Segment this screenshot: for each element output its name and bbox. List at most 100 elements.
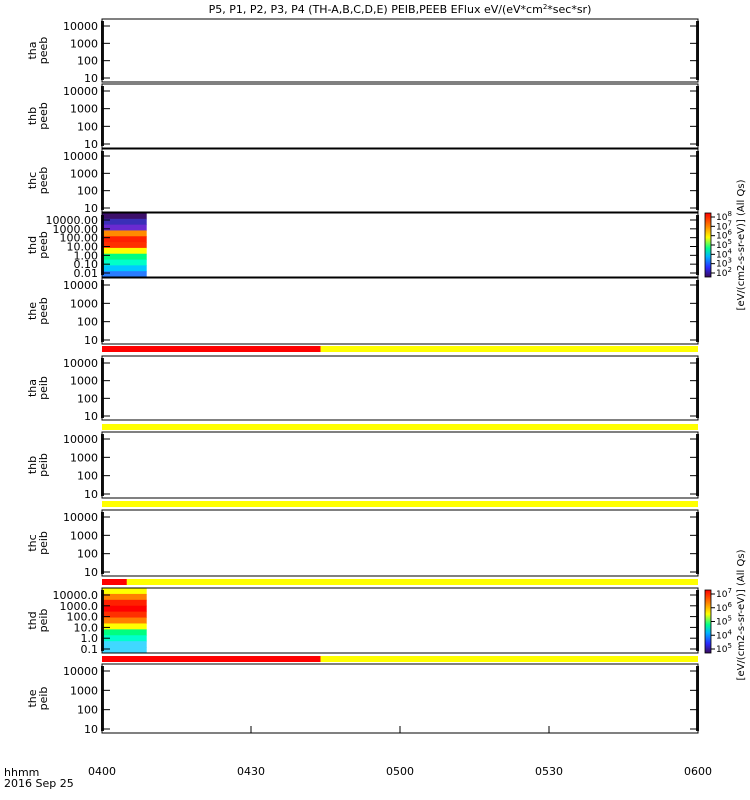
panel-left-edge [101,666,104,731]
spectrogram-band [102,259,147,266]
panel-frame [101,18,699,83]
x-tick-label: 0500 [386,765,414,778]
panel-thc-peeb: 10 100 1000 10000 thcpeeb [26,148,699,215]
plot-title: P5, P1, P2, P3, P4 (TH-A,B,C,D,E) PEIB,P… [209,3,592,16]
panel-the-peeb: 10 100 1000 10000 thepeeb [26,277,699,347]
y-tick-label: 1000 [70,375,98,388]
y-tick-label: 1000 [70,37,98,50]
panel-frame [101,212,699,278]
panel-right-edge [696,215,699,275]
colorbar-tick-label: 105 [716,615,732,628]
spectrogram-band [102,247,147,255]
panel-label: thepeib [26,687,50,711]
panel-tha-peeb: 10 100 1000 10000 thapeeb [26,18,699,85]
panel-label: thdpeib [26,609,50,633]
spectrogram-band [102,213,147,220]
spectrogram-band [102,271,147,278]
y-tick-label: 1000.0 [60,600,99,613]
y-tick-label: 10 [84,138,98,151]
spectrogram-band [102,617,147,624]
colorbar-tick-label: 106 [716,601,732,614]
panel-frame [101,277,699,345]
panel-right-edge [696,512,699,574]
y-tick-label: 1000 [70,684,98,697]
spectrogram-band [102,629,147,636]
spectrogram-band [102,224,147,231]
y-tick-label: 100 [77,185,98,198]
x-tick-label: 0430 [237,765,265,778]
panel-label: thapeib [26,376,50,400]
y-tick-label: 10000 [63,20,98,33]
panel-left-edge [101,215,104,275]
y-tick-label: 1000 [70,529,98,542]
y-tick-label: 100 [77,120,98,133]
status-bar [102,579,699,585]
spectrogram-band [102,611,147,619]
status-segment-yellow [126,579,699,585]
x-tick-label: 0600 [684,765,712,778]
colorbar-scale [704,212,712,278]
status-segment-red [102,656,321,662]
status-segment-red [102,579,127,585]
y-tick-label: 1000 [70,167,98,180]
y-tick-label: 100 [77,392,98,405]
panel-frame [101,148,699,213]
x-axis: 0400 0430 0500 0530 0600 [88,726,712,778]
y-tick-label: 1000 [70,297,98,310]
panel-label: thcpeeb [26,167,50,195]
panel-left-edge [101,280,104,342]
x-tick-label: 0530 [535,765,563,778]
panel-the-peib: 10 100 1000 10000 thepeib [26,663,699,736]
y-tick-label: 100.00 [60,232,99,245]
panel-left-edge [101,434,104,496]
spectrogram-band [102,253,147,261]
spectrogram-band [102,605,147,613]
y-tick-label: 100 [77,704,98,717]
panel-right-edge [696,280,699,342]
y-tick-label: 1.00 [74,249,99,262]
status-bar [102,501,698,507]
x-axis-label-date: 2016 Sep 25 [4,777,74,790]
panel-tha-peib: 10 100 1000 10000 thapeib [26,355,699,423]
y-tick-label: 100 [77,548,98,561]
y-tick-label: 10.0 [74,621,99,634]
panel-frame [101,587,699,654]
y-tick-label: 1000 [70,451,98,464]
panel-frame [101,83,699,149]
y-tick-label: 100 [77,470,98,483]
status-bar [102,656,698,662]
y-tick-label: 0.1 [81,643,99,656]
status-segment-yellow [102,501,698,507]
y-tick-label: 10 [84,723,98,736]
spectrogram-band [102,218,147,226]
panel-label: thepeeb [26,297,50,325]
panel-left-edge [101,358,104,418]
panel-right-edge [696,86,699,146]
panel-right-edge [696,666,699,731]
panel-label: thbpeib [26,453,50,477]
spectrogram-band [102,236,147,243]
panel-thb-peib: 10 100 1000 10000 thbpeib [26,431,699,501]
status-segment-yellow [320,656,698,662]
panel-left-edge [101,590,104,651]
colorbar-tick-label: 105 [716,642,732,655]
panel-label: thapeeb [26,37,50,65]
y-tick-label: 10 [84,566,98,579]
y-tick-label: 10000.0 [53,589,99,602]
y-tick-label: 100 [77,316,98,329]
x-tick-label: 0400 [88,765,116,778]
y-tick-label: 10000 [63,433,98,446]
panel-left-edge [101,21,104,80]
panel-frame [101,355,699,421]
y-tick-label: 10000 [63,511,98,524]
panel-frame [101,663,699,734]
spectrogram-band [102,593,147,601]
panel-right-edge [696,590,699,651]
y-tick-label: 10000 [63,150,98,163]
y-tick-label: 100.0 [67,611,99,624]
colorbar-label: [eV/(cm2-s-sr-eV)] (All Qs) [736,549,747,680]
